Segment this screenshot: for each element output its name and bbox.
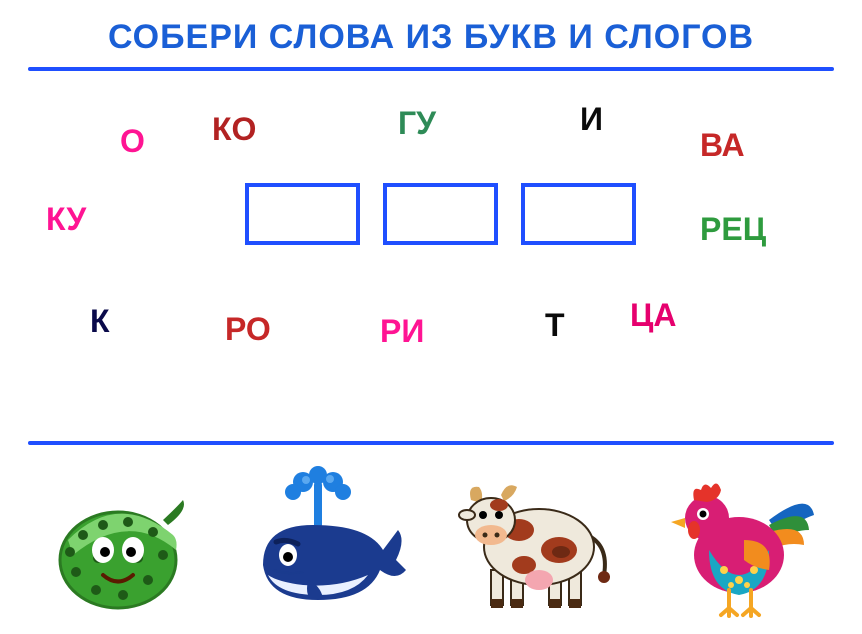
pictures-row [0, 445, 862, 620]
syllable-5[interactable]: КУ [46, 201, 86, 238]
picture-cow [449, 470, 619, 620]
syllable-6[interactable]: РЕЦ [700, 211, 766, 248]
syllable-1[interactable]: КО [212, 111, 256, 148]
picture-whale [243, 470, 413, 620]
syllable-7[interactable]: К [90, 303, 110, 340]
answer-box-2[interactable] [521, 183, 636, 245]
syllable-8[interactable]: РО [225, 311, 271, 348]
picture-hen [654, 470, 824, 620]
syllable-11[interactable]: ЦА [630, 297, 676, 334]
syllable-3[interactable]: И [580, 101, 603, 138]
syllable-9[interactable]: РИ [380, 313, 424, 350]
syllable-10[interactable]: Т [545, 307, 565, 344]
answer-box-1[interactable] [383, 183, 498, 245]
answer-box-0[interactable] [245, 183, 360, 245]
syllable-0[interactable]: О [120, 123, 145, 160]
syllable-4[interactable]: ВА [700, 127, 745, 164]
page-title: СОБЕРИ СЛОВА ИЗ БУКВ И СЛОГОВ [0, 0, 862, 57]
picture-cucumber [38, 470, 208, 620]
syllable-2[interactable]: ГУ [398, 105, 436, 142]
play-area: О КО ГУ И ВА КУ РЕЦ К РО РИ Т ЦА [0, 71, 862, 431]
